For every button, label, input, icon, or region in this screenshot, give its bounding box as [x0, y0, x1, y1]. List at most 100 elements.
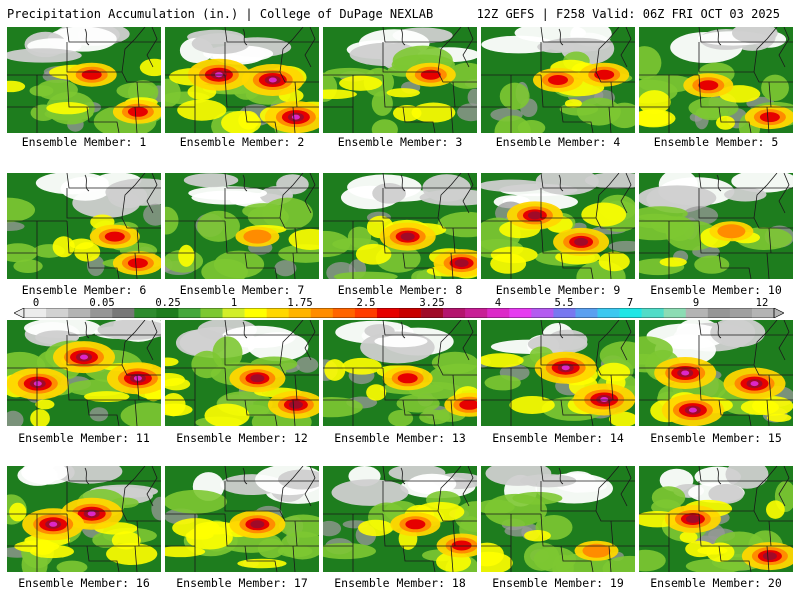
- colorbar-segment: [244, 308, 267, 318]
- colorbar-segment: [421, 308, 444, 318]
- precip-map: [639, 320, 793, 426]
- ensemble-member-label: Ensemble Member: 19: [492, 576, 624, 590]
- ensemble-member-label: Ensemble Member: 17: [176, 576, 308, 590]
- ensemble-member-label: Ensemble Member: 12: [176, 431, 308, 445]
- ensemble-map-panel: [481, 173, 635, 279]
- ensemble-map-panel: [323, 173, 477, 279]
- ensemble-map-panel: [165, 466, 319, 572]
- ensemble-map-panel: [323, 27, 477, 133]
- ensemble-member-label: Ensemble Member: 9: [495, 283, 621, 297]
- ensemble-member-label: Ensemble Member: 6: [21, 283, 147, 297]
- precip-colorbar: [14, 308, 784, 318]
- colorbar-segment: [200, 308, 223, 318]
- colorbar-segment: [399, 308, 422, 318]
- colorbar-left-arrow: [14, 308, 25, 318]
- colorbar-tick-label: 9: [692, 297, 700, 309]
- ensemble-member-label: Ensemble Member: 20: [650, 576, 782, 590]
- colorbar-tick-label: 0.05: [89, 297, 115, 309]
- precip-map: [323, 466, 477, 572]
- ensemble-map-panel: [165, 173, 319, 279]
- precip-map: [639, 173, 793, 279]
- colorbar-segment: [751, 308, 775, 318]
- precip-map: [323, 320, 477, 426]
- colorbar-segment: [619, 308, 642, 318]
- ensemble-map-panel: [7, 27, 161, 133]
- precip-map: [7, 466, 161, 572]
- precip-map: [481, 27, 635, 133]
- colorbar-segment: [68, 308, 91, 318]
- precip-map: [165, 466, 319, 572]
- colorbar-tick-label: 7: [626, 297, 634, 309]
- colorbar-segment: [597, 308, 620, 318]
- colorbar-tick-label: 2.5: [356, 297, 376, 309]
- colorbar-segment: [46, 308, 69, 318]
- ensemble-member-label: Ensemble Member: 11: [18, 431, 150, 445]
- map-title: Precipitation Accumulation (in.) | Colle…: [7, 7, 434, 21]
- colorbar-right-arrow: [773, 308, 784, 318]
- ensemble-member-label: Ensemble Member: 5: [653, 135, 779, 149]
- precip-map: [7, 27, 161, 133]
- ensemble-map-panel: [165, 27, 319, 133]
- precip-map: [323, 173, 477, 279]
- colorbar-segment: [332, 308, 356, 318]
- ensemble-member-label: Ensemble Member: 16: [18, 576, 150, 590]
- colorbar-tick-label: 3.25: [419, 297, 445, 309]
- precip-map: [7, 173, 161, 279]
- colorbar-tick-label: 5.5: [554, 297, 574, 309]
- colorbar-segment: [112, 308, 135, 318]
- colorbar-segment: [487, 308, 510, 318]
- colorbar-tick-label: 1: [230, 297, 238, 309]
- ensemble-member-label: Ensemble Member: 7: [179, 283, 305, 297]
- ensemble-map-panel: [481, 466, 635, 572]
- ensemble-member-label: Ensemble Member: 8: [337, 283, 463, 297]
- colorbar-segment: [156, 308, 179, 318]
- ensemble-member-label: Ensemble Member: 18: [334, 576, 466, 590]
- ensemble-map-panel: [323, 320, 477, 426]
- model-run-info: 12Z GEFS | F258 Valid: 06Z FRI OCT 03 20…: [476, 7, 780, 21]
- ensemble-map-panel: [639, 320, 793, 426]
- precip-map: [481, 320, 635, 426]
- precip-map: [165, 320, 319, 426]
- ensemble-map-panel: [639, 27, 793, 133]
- colorbar-tick-label: 0.25: [155, 297, 181, 309]
- ensemble-map-panel: [7, 466, 161, 572]
- ensemble-map-panel: [639, 466, 793, 572]
- colorbar-segment: [266, 308, 290, 318]
- ensemble-member-label: Ensemble Member: 15: [650, 431, 782, 445]
- ensemble-map-panel: [7, 320, 161, 426]
- ensemble-member-label: Ensemble Member: 4: [495, 135, 621, 149]
- colorbar-tick-label: 4: [494, 297, 502, 309]
- precip-map: [165, 173, 319, 279]
- ensemble-member-label: Ensemble Member: 1: [21, 135, 147, 149]
- colorbar-segment: [509, 308, 532, 318]
- ensemble-member-label: Ensemble Member: 13: [334, 431, 466, 445]
- ensemble-member-label: Ensemble Member: 3: [337, 135, 463, 149]
- colorbar-segment: [641, 308, 665, 318]
- ensemble-member-label: Ensemble Member: 10: [650, 283, 782, 297]
- colorbar-outline: [23, 308, 775, 318]
- ensemble-map-panel: [481, 27, 635, 133]
- precip-map: [481, 466, 635, 572]
- colorbar-segment: [685, 308, 709, 318]
- ensemble-map-panel: [7, 173, 161, 279]
- ensemble-map-panel: [323, 466, 477, 572]
- ensemble-map-panel: [639, 173, 793, 279]
- precip-map: [481, 173, 635, 279]
- colorbar-segment: [729, 308, 753, 318]
- colorbar-segment: [222, 308, 245, 318]
- colorbar-segment: [288, 308, 312, 318]
- colorbar-segment: [663, 308, 687, 318]
- colorbar-segment: [553, 308, 576, 318]
- colorbar-segment: [376, 308, 400, 318]
- colorbar-tick-label: 12: [755, 297, 769, 309]
- colorbar-segment: [178, 308, 201, 318]
- colorbar-segment: [443, 308, 466, 318]
- precip-map: [7, 320, 161, 426]
- ensemble-member-label: Ensemble Member: 2: [179, 135, 305, 149]
- colorbar-segment: [531, 308, 554, 318]
- colorbar-segment: [310, 308, 334, 318]
- colorbar-segment: [465, 308, 488, 318]
- precip-map: [639, 27, 793, 133]
- colorbar-segment: [354, 308, 378, 318]
- precip-map: [639, 466, 793, 572]
